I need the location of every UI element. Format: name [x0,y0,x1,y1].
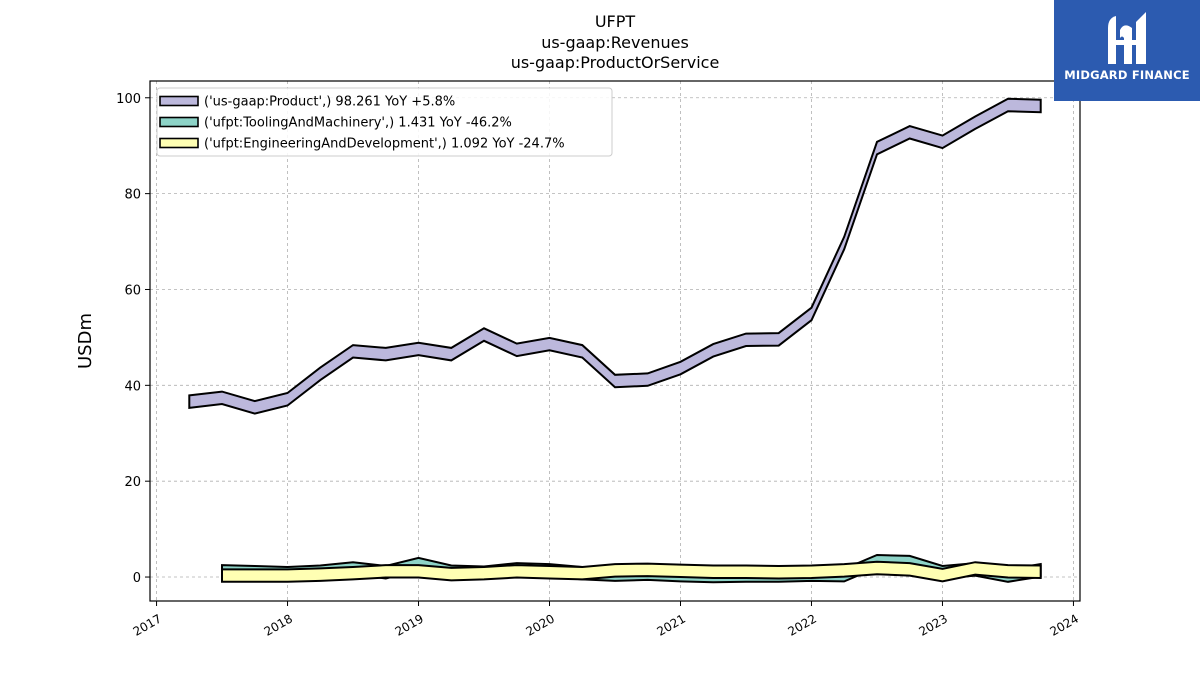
chart-title-line-3: us-gaap:ProductOrService [511,53,720,72]
x-tick-label: 2022 [786,611,819,638]
grid-lines [150,81,1080,601]
legend-swatch [159,137,199,149]
chart-title: UFPT us-gaap:Revenues us-gaap:ProductOrS… [511,12,720,72]
y-tick-label: 0 [133,571,141,586]
legend-box [156,87,613,157]
y-tick-label: 100 [116,92,141,107]
brand-logo: MIDGARD FINANCE [1054,0,1200,101]
x-tick-label: 2024 [1047,611,1080,638]
series-band-0 [188,97,1042,415]
legend-label: ('ufpt:ToolingAndMachinery',) 1.431 YoY … [204,116,512,131]
legend-swatch [159,95,199,107]
plot-area-frame [149,80,1081,602]
x-tick-label: 2021 [655,611,688,638]
y-axis-label: USDm [75,313,96,369]
series-band-2 [221,560,1042,583]
y-tick-label: 80 [124,188,141,203]
y-axis: 0 20 40 60 80 100 [116,92,150,586]
x-axis: 2017 2018 2019 2020 2021 2022 2023 2024 [131,601,1081,639]
brand-mark-icon [1108,12,1146,64]
legend: ('us-gaap:Product',) 98.261 YoY +5.8% ('u… [156,87,613,157]
legend-swatch [159,116,199,128]
x-tick-label: 2018 [262,611,295,638]
brand-name: MIDGARD FINANCE [1064,68,1190,82]
legend-label: ('us-gaap:Product',) 98.261 YoY +5.8% [204,95,455,110]
y-tick-label: 60 [124,283,141,298]
y-tick-label: 20 [124,475,141,490]
series-layer [188,97,1042,584]
x-tick-label: 2020 [524,611,557,638]
x-tick-label: 2019 [393,611,426,638]
chart-title-line-2: us-gaap:Revenues [541,33,689,52]
x-tick-label: 2023 [917,611,950,638]
legend-label: ('ufpt:EngineeringAndDevelopment',) 1.09… [204,137,565,152]
x-tick-label: 2017 [131,611,164,638]
chart-title-line-1: UFPT [595,12,636,31]
y-tick-label: 40 [124,379,141,394]
